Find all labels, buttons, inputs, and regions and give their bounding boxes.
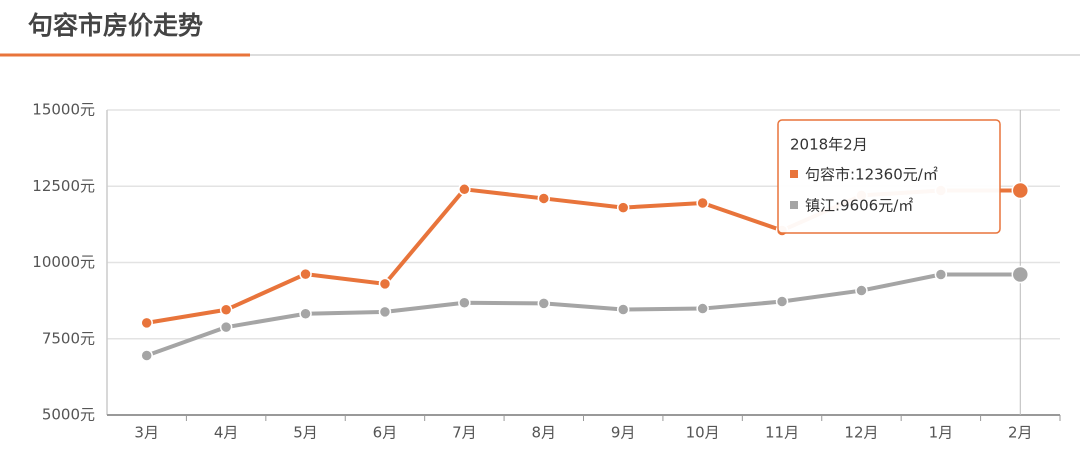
x-tick-label: 11月 xyxy=(765,424,799,442)
data-point xyxy=(140,349,153,362)
x-tick-label: 12月 xyxy=(844,424,878,442)
y-tick-label: 12500元 xyxy=(32,177,95,195)
data-point xyxy=(616,303,630,316)
tooltip-line: 镇江:9606元/㎡ xyxy=(805,197,913,215)
tooltip-line: 句容市:12360元/㎡ xyxy=(805,166,938,184)
data-point xyxy=(299,307,312,320)
tooltip: 2018年2月 句容市:12360元/㎡ 镇江:9606元/㎡ xyxy=(777,119,1001,234)
data-point xyxy=(219,320,233,334)
tooltip-box xyxy=(777,119,1001,234)
tooltip-swatch xyxy=(790,201,798,209)
data-point xyxy=(140,316,153,330)
x-tick-label: 4月 xyxy=(214,424,239,442)
data-point xyxy=(537,297,551,310)
data-point xyxy=(696,302,709,315)
x-tick-label: 1月 xyxy=(929,424,954,442)
series-line xyxy=(146,272,1021,358)
page-title: 句容市房价走势 xyxy=(28,11,203,40)
data-point xyxy=(696,196,709,210)
data-point xyxy=(537,192,551,205)
y-tick-label: 5000元 xyxy=(42,406,95,424)
data-point xyxy=(855,284,868,297)
data-point xyxy=(775,295,789,308)
y-tick-label: 7500元 xyxy=(42,329,95,347)
data-point xyxy=(299,267,312,281)
x-tick-label: 6月 xyxy=(373,424,398,442)
tooltip-swatch xyxy=(790,170,798,178)
data-point xyxy=(1011,265,1030,284)
x-tick-label: 2月 xyxy=(1008,424,1033,442)
data-point xyxy=(934,268,948,281)
data-point xyxy=(378,277,392,291)
data-point xyxy=(1011,181,1030,200)
data-point xyxy=(458,296,471,310)
data-point xyxy=(458,183,471,196)
data-point xyxy=(219,303,233,317)
y-tick-label: 10000元 xyxy=(32,253,95,271)
x-tick-label: 9月 xyxy=(611,424,636,442)
x-tick-label: 5月 xyxy=(293,424,318,442)
data-point xyxy=(616,201,630,214)
x-tick-label: 3月 xyxy=(134,424,159,442)
x-tick-label: 10月 xyxy=(686,424,720,442)
x-tick-label: 7月 xyxy=(452,424,477,442)
y-tick-label: 15000元 xyxy=(32,101,95,119)
tooltip-title: 2018年2月 xyxy=(790,136,868,154)
x-tick-label: 8月 xyxy=(532,424,557,442)
data-point xyxy=(378,305,392,319)
